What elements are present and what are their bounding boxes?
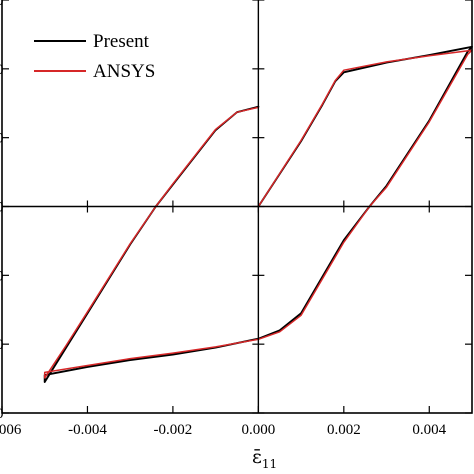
y-tick-label-3: 0: [0, 200, 4, 216]
y-tick-label-1: 0: [0, 337, 4, 353]
y-tick-label-6: 0: [0, 0, 4, 9]
x-tick-label-3: 0.000: [241, 422, 275, 438]
x-axis-title-symbol: ε̄: [252, 446, 262, 468]
y-tick-label-2: 0: [0, 268, 4, 284]
axes: -0.006 -0.004 -0.002 0.000 0.002 0.004 0 0 0 0 0 0 0: [0, 0, 473, 438]
series-line-ansys: [43, 49, 473, 379]
x-tick-label-2: -0.002: [154, 422, 193, 438]
x-tick-label-5: 0.004: [412, 422, 446, 438]
x-tick-label-4: 0.002: [327, 422, 361, 438]
legend-label-ansys: ANSYS: [93, 61, 155, 82]
legend-label-present: Present: [93, 31, 150, 52]
y-tick-label-5: 0: [0, 62, 4, 78]
x-axis-title: ε̄11: [252, 446, 277, 471]
x-tick-label-0: -0.006: [0, 422, 22, 438]
x-axis-title-subscript: 11: [262, 457, 277, 471]
y-tick-label-4: 0: [0, 131, 4, 147]
legend: Present ANSYS: [34, 31, 155, 82]
plot-area: [43, 45, 473, 383]
y-tick-label-0: 0: [0, 406, 4, 422]
x-tick-label-1: -0.004: [68, 422, 107, 438]
